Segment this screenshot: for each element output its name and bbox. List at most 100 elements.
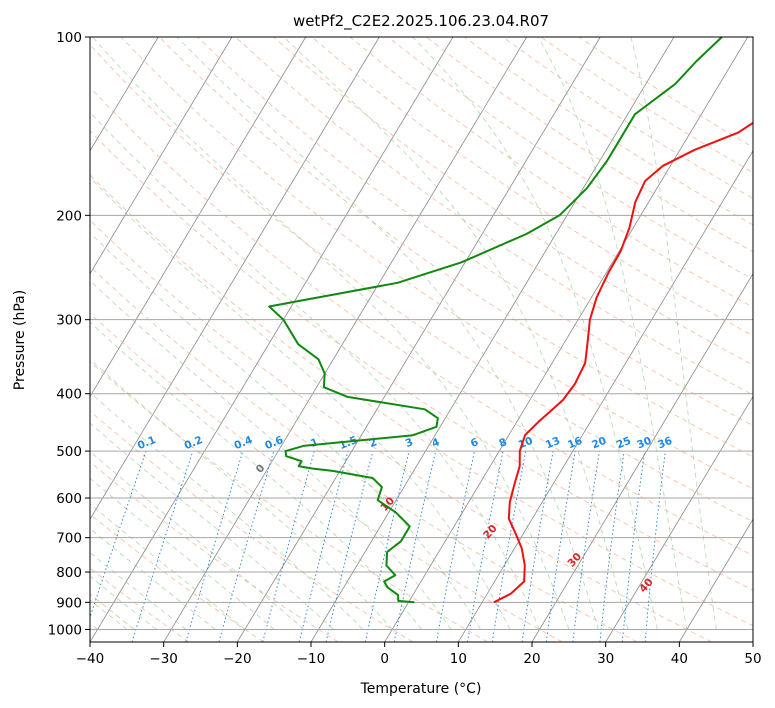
temperature-profile-line: [493, 121, 753, 604]
mixing-ratio-line: [325, 450, 374, 642]
dry-adiabat-line: [90, 461, 339, 642]
y-tick-label: 300: [56, 313, 82, 329]
background-lines: [90, 37, 753, 642]
isotherm-line: [90, 37, 307, 398]
mixing-ratio-label: 13: [544, 435, 562, 452]
mixing-ratio-line: [131, 450, 194, 642]
moist-adiabat-line: [412, 37, 658, 630]
dry-adiabat-line: [90, 174, 753, 627]
x-tick-label: −40: [76, 651, 105, 667]
moist-adiabat-line: [90, 450, 305, 630]
mixing-ratio-label: 25: [615, 435, 633, 452]
dry-adiabat-line: [90, 312, 563, 642]
isotherm-line: [236, 37, 601, 642]
mixing-ratio-line: [218, 450, 275, 642]
isotherm-line: [90, 37, 159, 152]
x-tick-label: 50: [744, 651, 761, 667]
moist-adiabat-line: [90, 551, 187, 630]
mixing-ratio-label: 8: [497, 436, 508, 450]
isotherm-line: [163, 37, 528, 642]
mixing-ratio-line: [572, 451, 600, 642]
mixing-ratio-line: [298, 450, 349, 642]
dry-adiabat-line: [158, 37, 753, 458]
mixing-ratio-label: 2: [367, 436, 378, 450]
x-tick-label: −30: [149, 651, 178, 667]
moist-adiabat-line: [630, 37, 717, 630]
chart-title: wetPf2_C2E2.2025.106.23.04.R07: [293, 12, 549, 31]
mixing-ratio-line: [644, 451, 666, 642]
mixing-ratio-line: [521, 451, 554, 642]
y-tick-label: 500: [56, 444, 82, 460]
y-tick-label: 600: [56, 491, 82, 507]
moist-adiabat-line: [90, 575, 157, 630]
mixing-ratio-label: 1: [309, 436, 320, 450]
moist-adiabat-line: [90, 422, 334, 630]
isotherm-line: [90, 37, 233, 275]
y-tick-label: 400: [56, 387, 82, 403]
mixing-ratio-line: [545, 451, 576, 642]
mixing-ratio-label: 6: [469, 436, 480, 450]
y-tick-label: 700: [56, 531, 82, 547]
mixing-ratio-label: 20: [590, 435, 608, 452]
y-tick-label: 100: [56, 30, 82, 46]
dry-adiabat-line: [90, 361, 488, 642]
isotherm-line: [605, 395, 753, 642]
mixing-ratio-line: [262, 450, 315, 642]
moist-adiabat-line: [90, 279, 452, 630]
mixing-ratio-line: [185, 450, 244, 642]
moist-adiabat-line: [537, 37, 688, 630]
profile-lines: [268, 37, 753, 604]
y-axis-label: Pressure (hPa): [12, 290, 28, 390]
mixing-ratio-label: 4: [430, 436, 441, 450]
moist-adiabat-line: [90, 477, 275, 630]
plot-frame: [89, 36, 754, 643]
x-tick-label: 30: [597, 651, 614, 667]
dry-adiabat-line: [90, 130, 753, 591]
dry-adiabat-line: [90, 265, 638, 642]
x-tick-label: −10: [297, 651, 326, 667]
moist-adiabat-line: [90, 503, 246, 630]
isotherm-line: [90, 37, 454, 642]
moist-adiabat-line: [90, 527, 216, 630]
mixing-ratio-line: [393, 450, 437, 642]
isotherm-line: [531, 272, 753, 642]
mixing-ratio-label: 30: [635, 435, 653, 452]
moist-adiabat-line: [90, 358, 393, 630]
moist-adiabat-line: [90, 232, 481, 630]
moist-adiabat-line: [176, 37, 599, 630]
x-tick-label: 0: [380, 651, 389, 667]
mixing-ratio-label: 3: [404, 436, 415, 450]
mixing-ratio-line: [621, 451, 646, 642]
moist-adiabat-line: [90, 176, 511, 630]
mixing-ratio-label: 36: [656, 435, 674, 452]
x-axis-label: Temperature (°C): [360, 681, 482, 697]
isotherm-line: [90, 37, 380, 520]
mixing-ratio-line: [364, 450, 410, 642]
dry-adiabat-line: [120, 37, 753, 490]
moist-adiabat-line: [90, 321, 423, 630]
moist-adiabat-line: [283, 37, 629, 630]
y-tick-label: 1000: [48, 622, 82, 638]
dry-adiabat-line: [349, 37, 753, 308]
x-tick-label: −20: [223, 651, 252, 667]
y-tick-label: 200: [56, 208, 82, 224]
dry-adiabat-line: [90, 513, 264, 642]
x-tick-label: 10: [450, 651, 467, 667]
isotherm-line: [384, 37, 749, 642]
dry-adiabat-line: [273, 37, 753, 366]
dry-adiabat-line: [90, 219, 712, 642]
dry-adiabat-line: [197, 37, 753, 427]
plot-area: −100−90−80−70−60−50−40−30−20−100.10.20.4…: [48, 30, 762, 667]
dry-adiabat-line: [90, 43, 753, 523]
x-tick-label: 20: [523, 651, 540, 667]
y-tick-label: 900: [56, 595, 82, 611]
dewpoint-profile-line: [268, 37, 723, 604]
mixing-ratio-label: 16: [566, 435, 584, 452]
mixing-ratio-line: [599, 451, 625, 642]
x-tick-label: 40: [671, 651, 688, 667]
isotherm-line: [678, 518, 753, 642]
y-tick-label: 800: [56, 565, 82, 581]
